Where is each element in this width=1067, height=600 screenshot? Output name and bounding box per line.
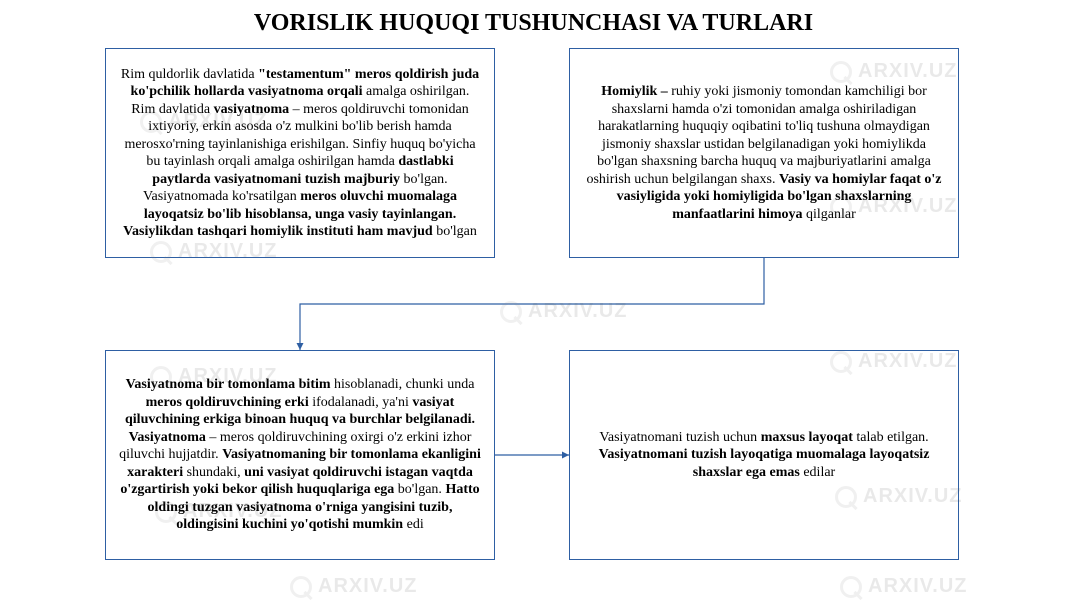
watermark-text: ARXIV.UZ bbox=[528, 300, 628, 323]
watermark-logo-icon bbox=[500, 301, 522, 323]
watermark-logo-icon bbox=[830, 196, 852, 218]
watermark: ARXIV.UZ bbox=[830, 60, 958, 83]
box-top-left: Rim quldorlik davlatida "testamentum" me… bbox=[105, 48, 495, 258]
text-run: edi bbox=[407, 517, 424, 532]
watermark: ARXIV.UZ bbox=[155, 500, 283, 523]
box-text: Vasiyatnomani tuzish uchun maxsus layoqa… bbox=[582, 429, 946, 482]
watermark: ARXIV.UZ bbox=[290, 575, 418, 598]
watermark: ARXIV.UZ bbox=[835, 485, 963, 508]
watermark-text: ARXIV.UZ bbox=[863, 485, 963, 508]
watermark-logo-icon bbox=[150, 366, 172, 388]
bold-run: maxsus layoqat bbox=[761, 430, 857, 445]
watermark: ARXIV.UZ bbox=[500, 300, 628, 323]
watermark-text: ARXIV.UZ bbox=[858, 350, 958, 373]
watermark-text: ARXIV.UZ bbox=[168, 110, 268, 133]
watermark-text: ARXIV.UZ bbox=[868, 575, 968, 598]
watermark: ARXIV.UZ bbox=[840, 575, 968, 598]
watermark-text: ARXIV.UZ bbox=[318, 575, 418, 598]
text-run: ifodalanadi, ya'ni bbox=[312, 395, 412, 410]
watermark-logo-icon bbox=[155, 501, 177, 523]
watermark: ARXIV.UZ bbox=[830, 350, 958, 373]
watermark-text: ARXIV.UZ bbox=[178, 365, 278, 388]
text-run: Rim quldorlik davlatida bbox=[121, 67, 258, 82]
watermark: ARXIV.UZ bbox=[150, 365, 278, 388]
text-run: edilar bbox=[803, 465, 835, 480]
bold-run: Homiylik – bbox=[601, 84, 671, 99]
bold-run: Vasiyatnomani tuzish layoqatiga muomalag… bbox=[599, 447, 930, 480]
text-run: hisoblanadi, chunki unda bbox=[334, 377, 474, 392]
watermark-text: ARXIV.UZ bbox=[178, 240, 278, 263]
bold-run: meros qoldiruvchining erki bbox=[146, 395, 313, 410]
watermark-logo-icon bbox=[290, 576, 312, 598]
text-run: bo'lgan bbox=[436, 224, 477, 239]
box-text: Rim quldorlik davlatida "testamentum" me… bbox=[118, 66, 482, 241]
watermark: ARXIV.UZ bbox=[140, 110, 268, 133]
page-title: VORISLIK HUQUQI TUSHUNCHASI VA TURLARI bbox=[0, 10, 1067, 37]
box-bottom-right: Vasiyatnomani tuzish uchun maxsus layoqa… bbox=[569, 350, 959, 560]
watermark-logo-icon bbox=[830, 351, 852, 373]
watermark: ARXIV.UZ bbox=[830, 195, 958, 218]
text-run: Vasiyatnomani tuzish uchun bbox=[599, 430, 760, 445]
watermark: ARXIV.UZ bbox=[150, 240, 278, 263]
watermark-logo-icon bbox=[140, 111, 162, 133]
watermark-logo-icon bbox=[835, 486, 857, 508]
watermark-logo-icon bbox=[150, 241, 172, 263]
text-run: talab etilgan. bbox=[856, 430, 928, 445]
watermark-text: ARXIV.UZ bbox=[183, 500, 283, 523]
watermark-text: ARXIV.UZ bbox=[858, 60, 958, 83]
watermark-logo-icon bbox=[840, 576, 862, 598]
watermark-logo-icon bbox=[830, 61, 852, 83]
text-run: shundaki, bbox=[187, 465, 245, 480]
text-run: bo'lgan. bbox=[398, 482, 446, 497]
watermark-text: ARXIV.UZ bbox=[858, 195, 958, 218]
